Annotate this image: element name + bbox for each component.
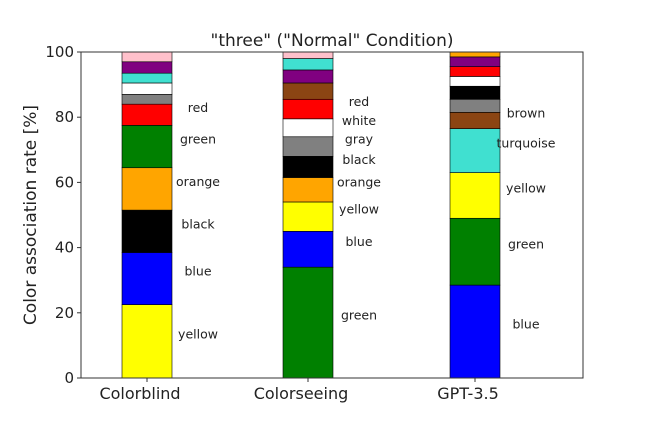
bar-segment-colorblind-red <box>121 103 173 126</box>
y-tick-label: 40 <box>55 239 74 257</box>
plot-area: yellow blue black orange green red green blue ye… <box>45 43 584 403</box>
bar-segment-gpt-3-5-orange <box>449 51 501 58</box>
bar-segment-gpt-3-5-yellow <box>449 172 501 219</box>
bar-segment-colorblind-blue <box>121 252 173 305</box>
segment-label: blue <box>345 234 372 249</box>
bar-segment-gpt-3-5-white <box>449 76 501 87</box>
segment-label: blue <box>512 317 539 332</box>
segment-label: yellow <box>506 180 546 195</box>
bar-segment-gpt-3-5-red <box>449 66 501 77</box>
bar-segment-colorseeing-white <box>282 118 334 138</box>
x-tick-label: Colorblind <box>99 384 180 403</box>
y-tick-label: 100 <box>45 43 74 61</box>
bar-segment-colorseeing-black <box>282 156 334 178</box>
segment-label: yellow <box>178 326 218 341</box>
bar-segment-colorseeing-yellow <box>282 201 334 232</box>
bar-segment-gpt-3-5-blue <box>449 284 501 379</box>
segment-label: turquoise <box>497 136 556 151</box>
bar-segment-colorblind-orange <box>121 167 173 211</box>
segment-label: orange <box>176 174 220 189</box>
bar-segment-colorblind-pink <box>121 51 173 63</box>
segment-label: green <box>180 132 216 147</box>
bar-segment-colorblind-white <box>121 82 173 95</box>
y-tick-label: 20 <box>55 304 74 322</box>
segment-label: red <box>349 94 370 109</box>
segment-label: yellow <box>339 202 379 217</box>
segment-label: green <box>341 308 377 323</box>
bar-segment-colorblind-gray <box>121 94 173 105</box>
segment-label: green <box>508 237 544 252</box>
x-tick-label: GPT-3.5 <box>437 384 499 403</box>
segment-label: white <box>342 113 377 128</box>
y-tick-label: 80 <box>55 108 74 126</box>
bar-segment-colorblind-turquoise <box>121 72 173 84</box>
bar-segment-colorseeing-brown <box>282 82 334 100</box>
bar-segment-colorblind-green <box>121 125 173 169</box>
bar-segment-gpt-3-5-green <box>449 217 501 286</box>
plot-frame <box>80 51 584 379</box>
chart-title: "three" ("Normal" Condition) <box>211 31 454 51</box>
segment-label: blue <box>184 264 211 279</box>
bar-segment-gpt-3-5-purple <box>449 56 501 67</box>
bar-segment-gpt-3-5-black <box>449 85 501 100</box>
bar-segment-colorblind-black <box>121 209 173 253</box>
bar-segment-colorseeing-green <box>282 266 334 379</box>
bar-segment-colorseeing-gray <box>282 136 334 157</box>
bar-segment-gpt-3-5-gray <box>449 98 501 113</box>
bar-segment-colorblind-purple <box>121 61 173 74</box>
y-axis-label: Color association rate [%] <box>21 105 41 325</box>
bar-segment-colorseeing-pink <box>282 51 334 59</box>
x-tick-label: Colorseeing <box>254 384 349 403</box>
segment-label: red <box>188 100 209 115</box>
segment-label: orange <box>337 175 381 190</box>
bar-segment-colorseeing-purple <box>282 69 334 84</box>
bar-segment-colorseeing-red <box>282 98 334 120</box>
segment-label: black <box>181 216 215 231</box>
y-tick-label: 0 <box>64 369 74 387</box>
segment-label: brown <box>507 105 546 120</box>
bar-segment-colorblind-yellow <box>121 304 173 379</box>
y-tick-label: 60 <box>55 173 74 191</box>
segment-label: gray <box>345 132 374 147</box>
bar-segment-colorseeing-turquoise <box>282 58 334 71</box>
bar-segment-gpt-3-5-brown <box>449 112 501 129</box>
segment-label: black <box>342 152 376 167</box>
bar-segment-colorseeing-orange <box>282 177 334 203</box>
bar-segment-colorseeing-blue <box>282 231 334 268</box>
bar-segment-gpt-3-5-turquoise <box>449 128 501 173</box>
